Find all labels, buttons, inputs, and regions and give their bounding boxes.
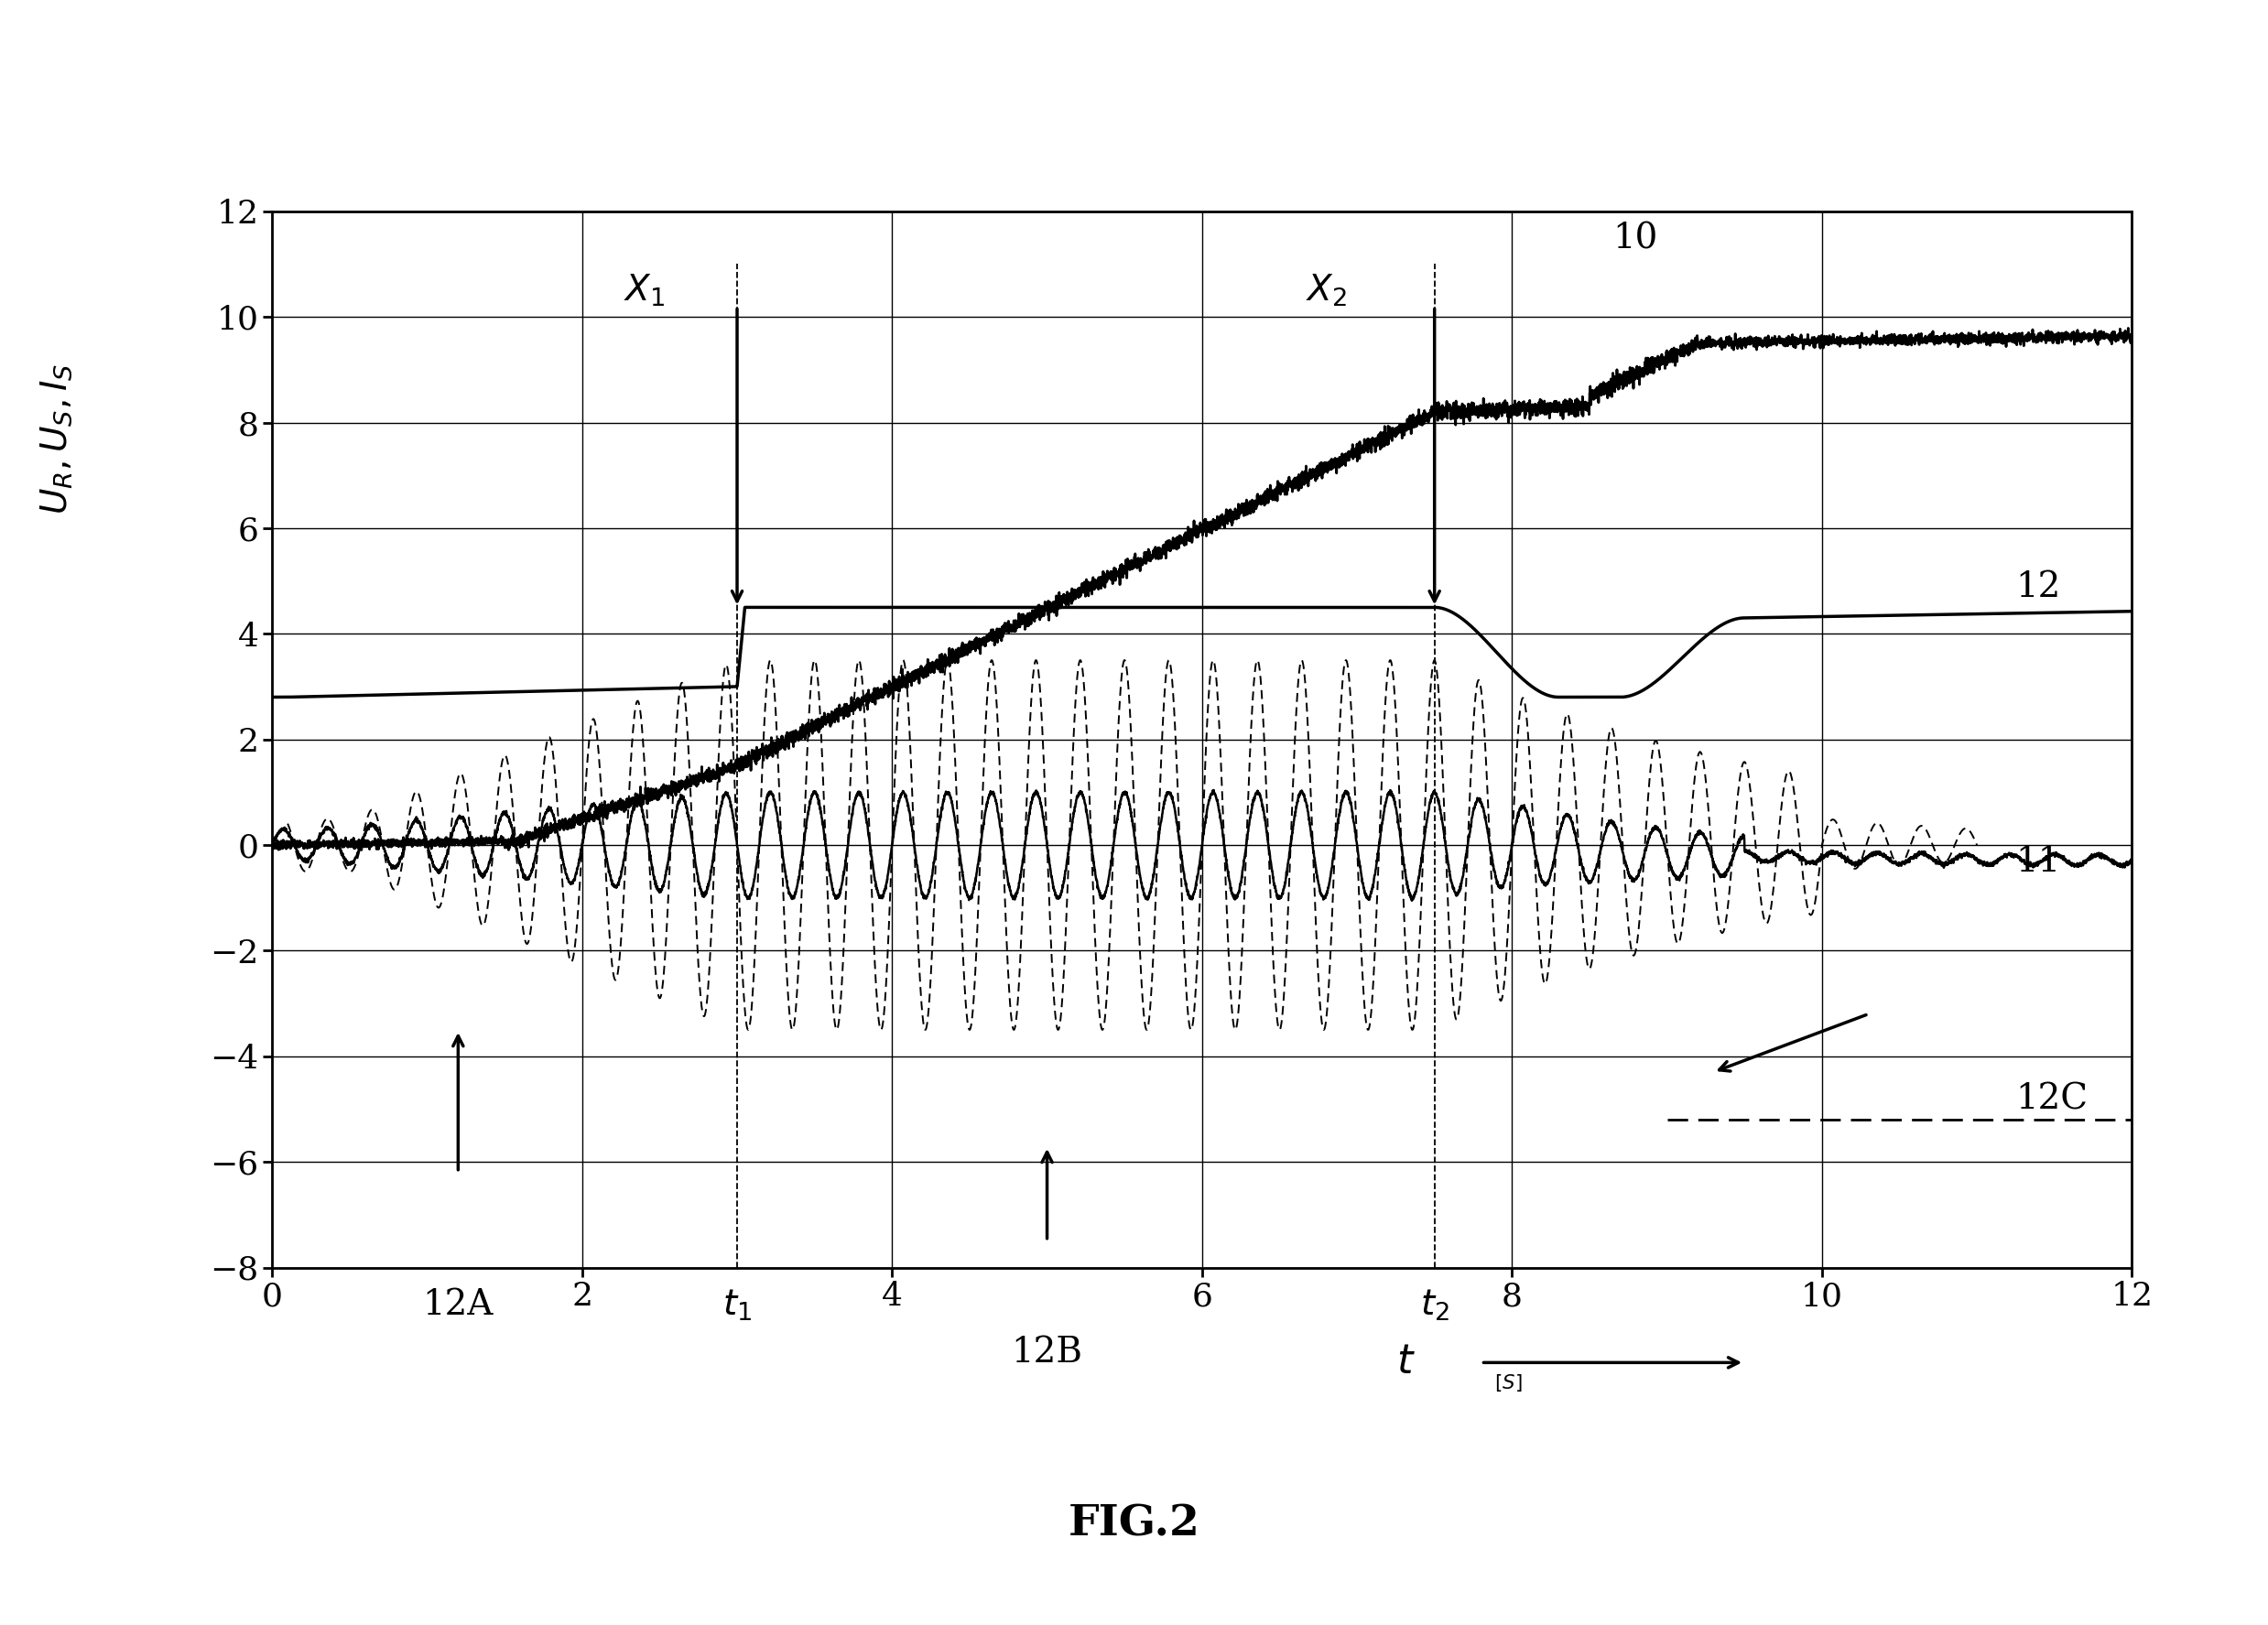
Text: $t_2$: $t_2$ — [1420, 1287, 1449, 1323]
Text: $_{[S]}$: $_{[S]}$ — [1495, 1365, 1522, 1394]
Text: FIG.2: FIG.2 — [1068, 1503, 1200, 1545]
Text: 11: 11 — [2016, 845, 2062, 879]
Text: $t$: $t$ — [1397, 1342, 1415, 1381]
Text: $X_1$: $X_1$ — [624, 273, 665, 309]
Text: 12C: 12C — [2016, 1082, 2089, 1116]
Text: $U_R, U_S, I_S$: $U_R, U_S, I_S$ — [39, 364, 75, 514]
Text: 12A: 12A — [422, 1289, 494, 1323]
Text: 12: 12 — [2016, 570, 2062, 604]
Text: $t_1$: $t_1$ — [723, 1287, 751, 1323]
Text: $X_2$: $X_2$ — [1306, 273, 1347, 309]
Text: 10: 10 — [1613, 221, 1658, 255]
Text: 12B: 12B — [1012, 1336, 1082, 1370]
